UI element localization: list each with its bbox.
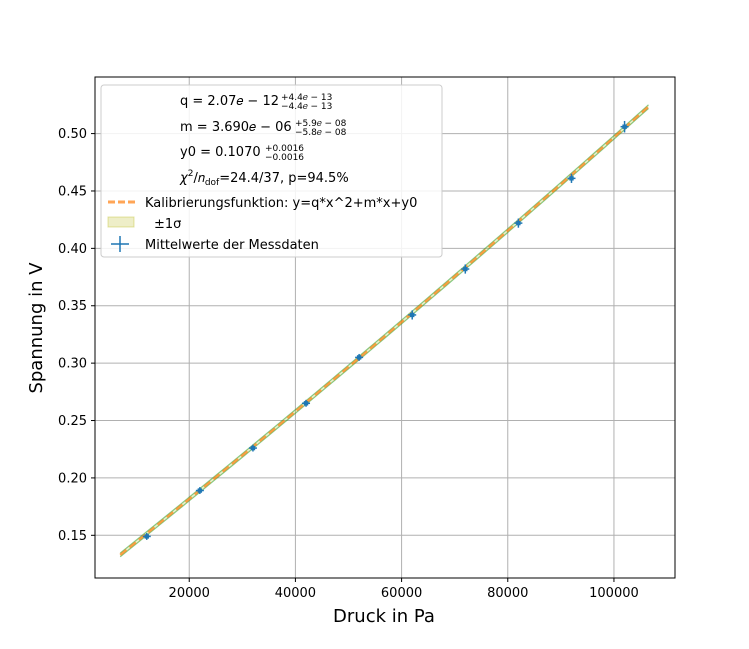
y-tick-label: 0.40 — [58, 242, 87, 257]
param-q-main: q = 2.07𝑒 − 12 — [180, 94, 279, 109]
y-tick-label: 0.20 — [58, 471, 87, 486]
param-m-main: m = 3.690𝑒 − 06 — [180, 120, 292, 135]
x-tick-label: 20000 — [169, 586, 210, 601]
data-point — [567, 173, 576, 183]
x-tick-label: 40000 — [275, 586, 316, 601]
chi2-symbol: χ — [179, 171, 189, 186]
plot-frame — [94, 76, 676, 579]
y-axis-label: Spannung in V — [26, 262, 47, 394]
data-point — [142, 533, 151, 540]
legend-points-label: Mittelwerte der Messdaten — [145, 238, 319, 253]
point-marker — [144, 534, 149, 539]
data-point — [248, 444, 257, 452]
param-m-text: m = 3.690𝑒 − 06 — [180, 120, 292, 135]
legend-points-swatch — [111, 236, 129, 252]
param-q-text: q = 2.07𝑒 − 12 — [180, 94, 279, 109]
point-marker — [197, 488, 203, 493]
point-marker — [250, 445, 256, 451]
y-tick-label: 0.45 — [58, 184, 87, 199]
y-tick-label: 0.25 — [58, 414, 87, 429]
sigma-band-upper-edge — [119, 104, 649, 554]
x-tick-label: 80000 — [487, 586, 528, 601]
data-point — [514, 218, 523, 228]
x-tick-label: 60000 — [381, 586, 422, 601]
x-axis-label: Druck in Pa — [333, 606, 435, 627]
legend-box — [100, 84, 443, 258]
legend-fit-label: Kalibrierungsfunktion: y=q*x^2+m*x+y0 — [145, 196, 417, 211]
data-point — [195, 487, 204, 494]
param-q-sup: +4.4𝑒 − 13 — [281, 93, 332, 103]
sigma-band-layer — [119, 104, 649, 558]
chi2-exponent: 2 — [188, 169, 194, 179]
param-y0-main: y0 = 0.1070 — [180, 145, 261, 160]
y-tick-label: 0.30 — [58, 357, 87, 372]
legend-band-label: ±1σ — [154, 217, 181, 232]
data-point — [355, 353, 364, 361]
point-marker — [516, 220, 521, 226]
x-axis-ticks: 20000 40000 60000 80000 100000 — [169, 578, 639, 601]
point-marker — [410, 312, 415, 318]
param-q-sub: −4.4𝑒 − 13 — [281, 102, 332, 112]
point-marker — [463, 266, 468, 272]
point-marker — [356, 355, 362, 360]
sigma-band-lower-edge — [119, 108, 649, 558]
data-point — [620, 120, 629, 133]
y-axis-ticks: 0.15 0.20 0.25 0.30 0.35 0.40 0.45 0.50 — [58, 127, 95, 544]
legend-band-swatch — [107, 216, 135, 228]
param-y0-text: y0 = 0.1070 — [180, 145, 261, 160]
fit-curve-layer — [119, 105, 650, 556]
point-marker — [569, 176, 574, 181]
chi2-slash-n: /𝑛 — [193, 171, 204, 186]
y-tick-label: 0.35 — [58, 299, 87, 314]
param-y0-sub: −0.0016 — [265, 153, 304, 163]
y-tick-label: 0.15 — [58, 529, 87, 544]
data-point — [408, 310, 417, 320]
data-point — [461, 264, 470, 274]
chi2-text: χ2/𝑛dof=24.4/37, p=94.5% — [179, 169, 349, 188]
chi2-dof-subscript: dof — [205, 178, 220, 188]
point-marker — [622, 124, 627, 129]
chi2-result: =24.4/37, p=94.5% — [219, 171, 348, 186]
data-points-layer — [142, 120, 629, 540]
point-marker — [303, 401, 309, 406]
sigma-band — [120, 104, 649, 557]
param-y0-sup: +0.0016 — [265, 144, 304, 154]
legend: q = 2.07𝑒 − 12 +4.4𝑒 − 13 −4.4𝑒 − 13 m =… — [100, 84, 443, 258]
param-m-sup: +5.9𝑒 − 08 — [295, 119, 347, 129]
param-m-sub: −5.8𝑒 − 08 — [295, 128, 347, 138]
data-point — [302, 399, 311, 407]
y-tick-label: 0.50 — [58, 127, 87, 142]
fit-curve — [119, 105, 650, 556]
x-tick-label: 100000 — [589, 586, 639, 601]
